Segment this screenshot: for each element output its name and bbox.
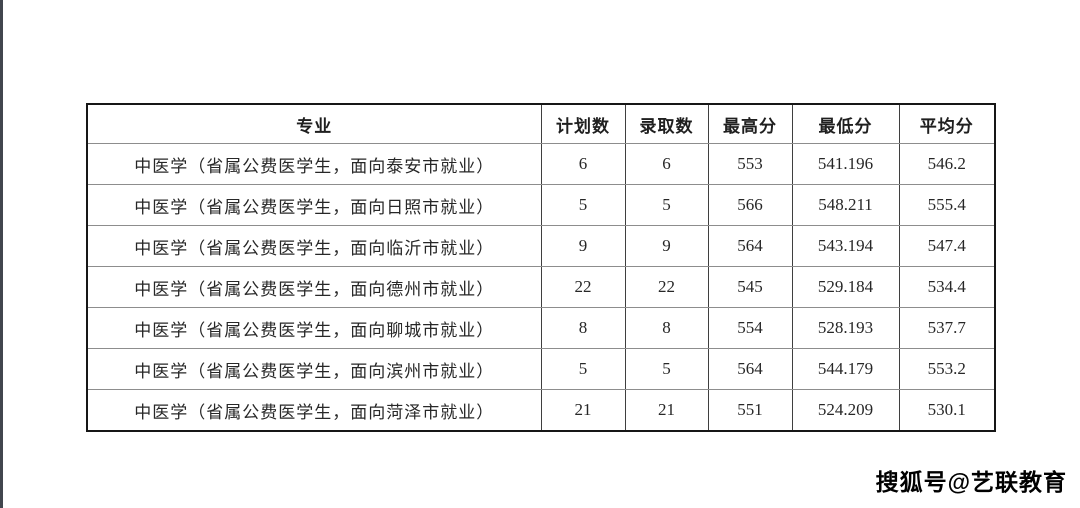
- watermark-sohu-badge: 搜狐号@艺联教育: [875, 469, 1067, 495]
- cell-admitted: 8: [624, 307, 709, 349]
- cell-major: 中医学（省属公费医学生，面向聊城市就业）: [86, 307, 542, 349]
- table-row: 中医学（省属公费医学生，面向德州市就业） 22 22 545 529.184 5…: [86, 266, 996, 308]
- cell-major: 中医学（省属公费医学生，面向日照市就业）: [86, 184, 542, 226]
- cell-highest: 551: [707, 389, 793, 432]
- cell-lowest: 541.196: [791, 143, 900, 185]
- col-header-highest: 最高分: [707, 103, 793, 144]
- cell-plan: 5: [540, 348, 626, 390]
- cell-lowest: 548.211: [791, 184, 900, 226]
- cell-lowest: 528.193: [791, 307, 900, 349]
- col-header-lowest: 最低分: [791, 103, 900, 144]
- cell-highest: 545: [707, 266, 793, 308]
- cell-major: 中医学（省属公费医学生，面向德州市就业）: [86, 266, 542, 308]
- cell-average: 553.2: [898, 348, 996, 390]
- table-row: 中医学（省属公费医学生，面向泰安市就业） 6 6 553 541.196 546…: [86, 143, 996, 185]
- col-header-admitted: 录取数: [624, 103, 709, 144]
- cell-lowest: 544.179: [791, 348, 900, 390]
- cell-plan: 8: [540, 307, 626, 349]
- col-header-average: 平均分: [898, 103, 996, 144]
- cell-admitted: 5: [624, 184, 709, 226]
- cell-average: 555.4: [898, 184, 996, 226]
- left-edge-bar: [0, 0, 3, 508]
- cell-plan: 22: [540, 266, 626, 308]
- table-row: 中医学（省属公费医学生，面向临沂市就业） 9 9 564 543.194 547…: [86, 225, 996, 267]
- cell-admitted: 22: [624, 266, 709, 308]
- cell-major: 中医学（省属公费医学生，面向泰安市就业）: [86, 143, 542, 185]
- cell-major: 中医学（省属公费医学生，面向临沂市就业）: [86, 225, 542, 267]
- cell-major: 中医学（省属公费医学生，面向滨州市就业）: [86, 348, 542, 390]
- table-row: 中医学（省属公费医学生，面向菏泽市就业） 21 21 551 524.209 5…: [86, 389, 996, 432]
- table-row: 中医学（省属公费医学生，面向滨州市就业） 5 5 564 544.179 553…: [86, 348, 996, 390]
- cell-admitted: 5: [624, 348, 709, 390]
- cell-average: 547.4: [898, 225, 996, 267]
- cell-average: 537.7: [898, 307, 996, 349]
- cell-lowest: 543.194: [791, 225, 900, 267]
- cell-plan: 21: [540, 389, 626, 432]
- cell-plan: 5: [540, 184, 626, 226]
- admission-scores-table: 专业 计划数 录取数 最高分 最低分 平均分 中医学（省属公费医学生，面向泰安市…: [86, 103, 996, 432]
- cell-lowest: 529.184: [791, 266, 900, 308]
- cell-highest: 564: [707, 348, 793, 390]
- cell-average: 534.4: [898, 266, 996, 308]
- col-header-plan: 计划数: [540, 103, 626, 144]
- cell-highest: 566: [707, 184, 793, 226]
- col-header-major: 专业: [86, 103, 542, 144]
- cell-plan: 9: [540, 225, 626, 267]
- cell-highest: 553: [707, 143, 793, 185]
- cell-plan: 6: [540, 143, 626, 185]
- cell-admitted: 6: [624, 143, 709, 185]
- cell-average: 546.2: [898, 143, 996, 185]
- table-row: 中医学（省属公费医学生，面向日照市就业） 5 5 566 548.211 555…: [86, 184, 996, 226]
- cell-average: 530.1: [898, 389, 996, 432]
- cell-major: 中医学（省属公费医学生，面向菏泽市就业）: [86, 389, 542, 432]
- header-row: 专业 计划数 录取数 最高分 最低分 平均分: [86, 103, 996, 144]
- cell-lowest: 524.209: [791, 389, 900, 432]
- cell-highest: 554: [707, 307, 793, 349]
- cell-highest: 564: [707, 225, 793, 267]
- cell-admitted: 21: [624, 389, 709, 432]
- cell-admitted: 9: [624, 225, 709, 267]
- table-row: 中医学（省属公费医学生，面向聊城市就业） 8 8 554 528.193 537…: [86, 307, 996, 349]
